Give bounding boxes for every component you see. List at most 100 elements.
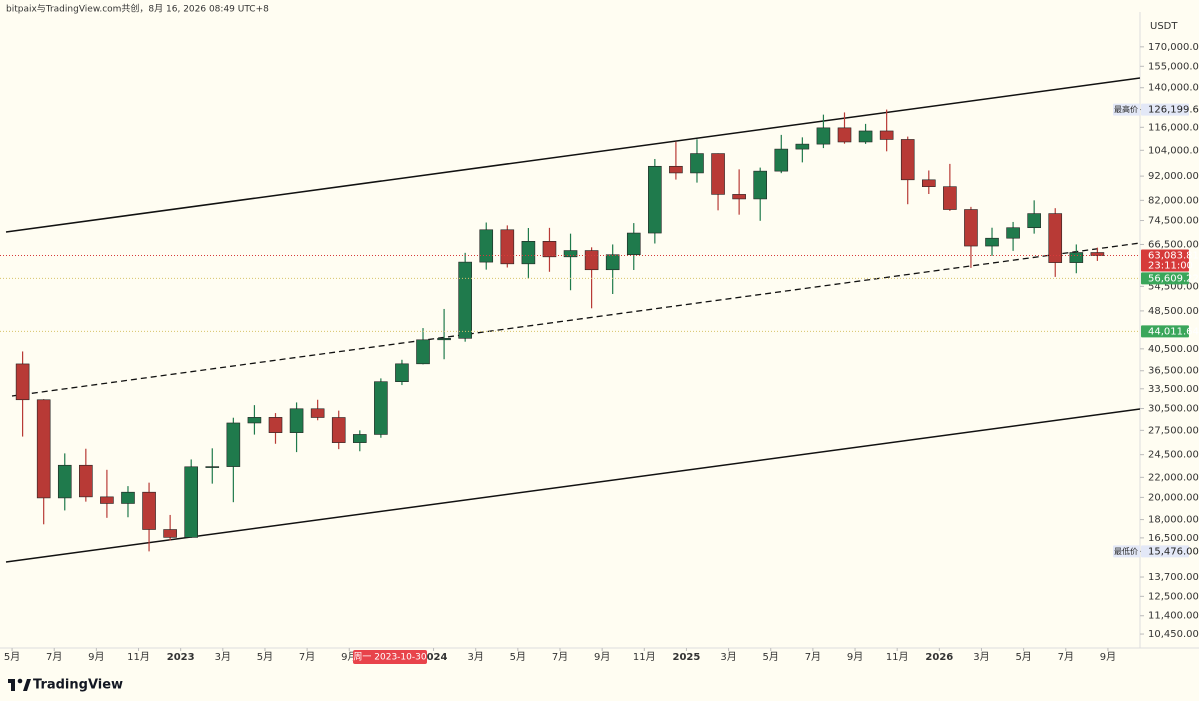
candle-body [500, 229, 515, 265]
candle-body [374, 381, 388, 435]
candle-body [479, 229, 494, 263]
candle-body [542, 241, 557, 258]
candle-body [247, 417, 262, 424]
candle-body [1006, 227, 1020, 239]
candle-body [879, 130, 894, 140]
candle-body [163, 529, 177, 538]
price-label-box [1141, 272, 1189, 285]
candle-body [985, 237, 999, 247]
y-tick-label: 11,400.00 [1148, 611, 1199, 622]
candle-body [416, 339, 430, 365]
logo: TradingView [8, 678, 123, 693]
candle-body [205, 466, 220, 468]
x-tick-label: 3月 [720, 651, 736, 663]
y-tick-label: 33,500.00 [1148, 384, 1199, 395]
candle-body [816, 127, 831, 145]
candle-body [15, 363, 30, 401]
y-tick-label: 155,000.00 [1148, 61, 1199, 72]
candle-body [268, 417, 283, 433]
x-tick-label: 5月 [257, 651, 273, 663]
candle-body [226, 422, 241, 467]
y-tick-label: 170,000.00 [1148, 42, 1199, 53]
candle-body [964, 209, 978, 247]
price-label-name-box [1113, 103, 1140, 116]
countdown: 23:11:00 [1148, 261, 1193, 272]
price-label-name: 最高价 [1114, 104, 1138, 114]
y-tick-label: 48,500.00 [1148, 306, 1199, 317]
x-tick-label: 9月 [594, 651, 610, 663]
currency: USDT [1150, 21, 1178, 32]
header: bitpaix与TradingView.com共创，8月 16, 2026 08… [6, 3, 269, 15]
candle-body [584, 250, 599, 271]
candle-body [753, 170, 768, 200]
x-tick-label: 7月 [805, 651, 821, 663]
candle-body [943, 186, 957, 210]
y-tick-label: 66,500.00 [1148, 239, 1199, 250]
x-tick-label: 3月 [215, 651, 231, 663]
crosshair-date-box [353, 650, 427, 664]
crosshair-date: 周一 2023-10-30 [353, 652, 426, 663]
x-tick-label: 2024 [420, 652, 448, 663]
price-label: 44,011.64 [1148, 326, 1199, 337]
candle-body [1048, 213, 1063, 263]
y-tick-label: 140,000.00 [1148, 83, 1199, 94]
candle-body [1027, 213, 1041, 229]
lower-channel [5, 408, 1140, 563]
x-tick-label: 9月 [847, 651, 863, 663]
y-tick-label: 12,500.00 [1148, 591, 1199, 602]
x-tick-label: 9月 [1100, 651, 1116, 663]
y-tick-label: 116,000.00 [1148, 122, 1199, 133]
y-tick-label: 22,000.00 [1148, 472, 1199, 483]
price-label: 56,609.22 [1148, 273, 1199, 284]
candle-body [858, 130, 873, 143]
candle-body [57, 464, 72, 499]
price-label-box [1141, 325, 1189, 338]
x-tick-label: 9月 [88, 651, 104, 663]
candle-body [121, 491, 135, 504]
x-tick-label: 3月 [468, 651, 484, 663]
candle-body [142, 491, 156, 530]
x-tick-label: 11月 [633, 651, 656, 663]
price-label-box [1141, 545, 1189, 558]
candle-body [1069, 252, 1084, 263]
x-tick-label: 7月 [552, 651, 568, 663]
candles [15, 109, 1105, 552]
candle-body [837, 127, 852, 143]
candle-body [605, 254, 620, 271]
candle-body [36, 399, 51, 499]
candle-body [626, 232, 641, 256]
price-label-name: 最低价 [1114, 546, 1138, 556]
candle-body [690, 153, 704, 174]
y-tick-label: 104,000.00 [1148, 145, 1199, 156]
x-tick-label: 2026 [925, 652, 953, 663]
y-tick-label: 20,000.00 [1148, 492, 1199, 503]
candle-body [310, 408, 325, 418]
x-tick-label: 5月 [4, 651, 20, 663]
y-tick-label: 74,500.00 [1148, 216, 1199, 227]
y-tick-label: 36,500.00 [1148, 366, 1199, 377]
candle-body [79, 464, 93, 498]
price-label: 126,199.63 [1148, 105, 1199, 116]
candle-body [352, 434, 367, 443]
candle-body [184, 466, 199, 538]
candle-body [395, 363, 409, 382]
candle-body [648, 165, 662, 234]
x-tick-label: 2023 [167, 652, 195, 663]
candle-body [563, 250, 578, 258]
y-tick-label: 16,500.00 [1148, 533, 1199, 544]
price-label: 15,476.00 [1148, 546, 1199, 557]
candle-body [331, 417, 346, 443]
candle-body [711, 153, 725, 195]
candle-body [289, 408, 304, 433]
candle-body [732, 194, 746, 200]
y-tick-label: 82,000.00 [1148, 195, 1199, 206]
y-tick-label: 30,500.00 [1148, 404, 1199, 415]
candle-body [795, 143, 810, 150]
candle-body [458, 261, 472, 339]
candle-body [774, 148, 789, 172]
y-tick-label: 92,000.00 [1148, 171, 1199, 182]
x-tick-label: 11月 [886, 651, 909, 663]
y-tick-label: 54,500.00 [1148, 281, 1199, 292]
